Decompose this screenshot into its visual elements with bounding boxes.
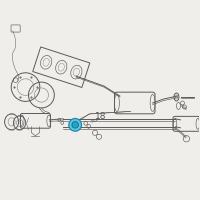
Circle shape — [72, 122, 78, 128]
Circle shape — [69, 118, 82, 131]
Text: 18: 18 — [95, 112, 107, 121]
